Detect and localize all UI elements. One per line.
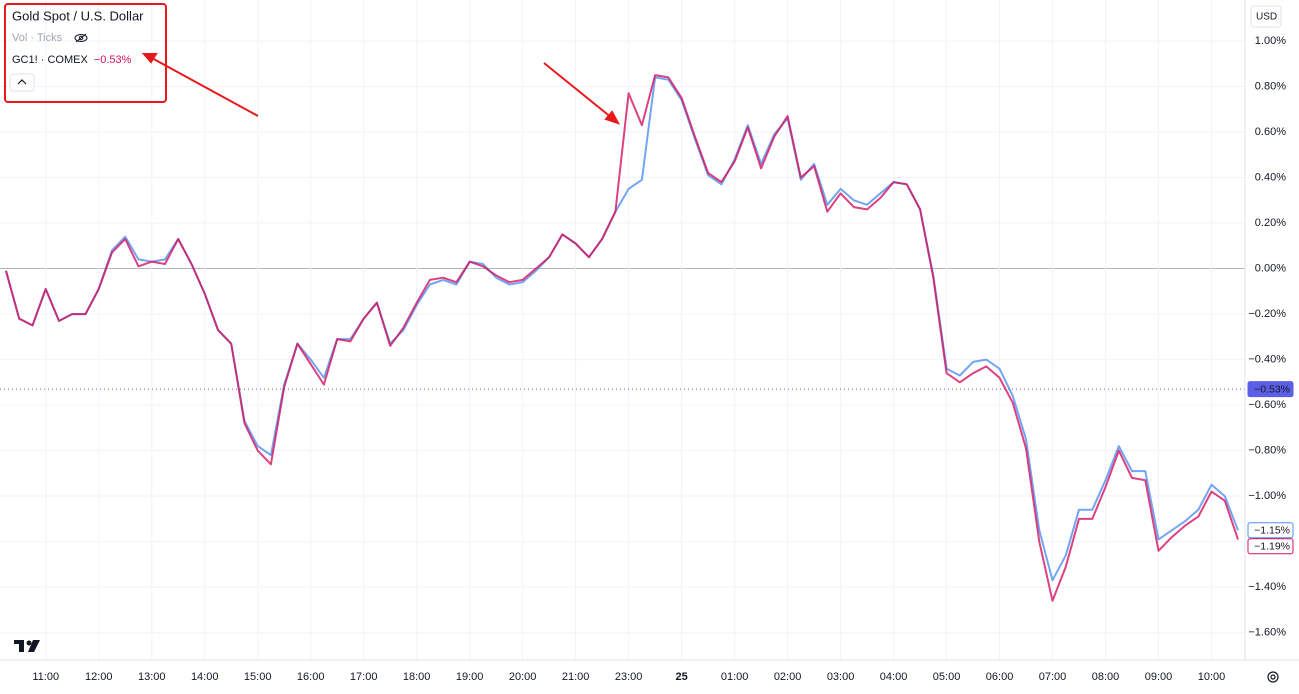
- legend-series: GC1! · COMEX −0.53%: [12, 54, 132, 66]
- highlight-box: [4, 3, 167, 103]
- y-tick-label: 0.80%: [1255, 80, 1286, 92]
- last-value-tag: −1.19%: [1254, 541, 1290, 553]
- x-tick-label: 12:00: [85, 671, 113, 683]
- x-tick-label: 18:00: [403, 671, 431, 683]
- x-tick-label: 19:00: [456, 671, 484, 683]
- arrows: [141, 53, 621, 125]
- plot: [0, 74, 1245, 602]
- currency-label: USD: [1256, 12, 1277, 23]
- y-tick-label: −0.80%: [1248, 445, 1286, 457]
- x-tick-label: 06:00: [986, 671, 1014, 683]
- x-tick-label: 20:00: [509, 671, 537, 683]
- x-tick-label: 10:00: [1198, 671, 1226, 683]
- y-tick-label: −1.40%: [1248, 581, 1286, 593]
- y-tick-label: −1.60%: [1248, 627, 1286, 639]
- logo: [14, 640, 40, 652]
- y-tick-label: −0.20%: [1248, 308, 1286, 320]
- x-tick-label: 14:00: [191, 671, 219, 683]
- y-tick-label: 0.00%: [1255, 262, 1286, 274]
- hide-icon[interactable]: [74, 33, 88, 43]
- x-tick-label: 01:00: [721, 671, 749, 683]
- x-tick-label: 02:00: [774, 671, 802, 683]
- last-value-tag: −1.15%: [1254, 525, 1290, 537]
- axis: 1.00% 0.80% 0.60% 0.40% 0.20% 0.00% −0.20% −0.4…: [32, 35, 1294, 683]
- x-tick-label: 03:00: [827, 671, 855, 683]
- change-tag-bg: [1247, 381, 1294, 398]
- y-tick-label: −1.00%: [1248, 490, 1286, 502]
- x-tick-label: 17:00: [350, 671, 378, 683]
- y-tick-label: 0.60%: [1255, 126, 1286, 138]
- grid: [0, 0, 1245, 660]
- x-tick-label: 04:00: [880, 671, 908, 683]
- x-tick-label: 09:00: [1145, 671, 1173, 683]
- legend-separator: ·: [38, 54, 48, 66]
- legend-change: −0.53%: [94, 54, 132, 66]
- x-tick-label: 11:00: [32, 671, 59, 683]
- settings-button[interactable]: [1267, 671, 1279, 683]
- change-tag: −0.53%: [1254, 383, 1290, 395]
- legend-symbol: GC1!: [12, 54, 38, 66]
- collapse-button[interactable]: [9, 73, 35, 92]
- y-tick-label: 0.40%: [1255, 171, 1286, 183]
- y-tick-label: −0.40%: [1248, 353, 1286, 365]
- x-tick-label: 13:00: [138, 671, 166, 683]
- x-tick-label: 08:00: [1092, 671, 1120, 683]
- indicators-label: Vol · Ticks: [12, 32, 63, 44]
- x-tick-label: 16:00: [297, 671, 325, 683]
- x-tick-label: 07:00: [1039, 671, 1067, 683]
- legend-exchange: COMEX: [47, 54, 88, 66]
- y-tick-label: 0.20%: [1255, 217, 1286, 229]
- chart-title: Gold Spot / U.S. Dollar: [12, 8, 144, 23]
- x-tick-label: 15:00: [244, 671, 272, 683]
- last-value-tag-bg: [1247, 538, 1294, 555]
- last-value-tag-bg: [1247, 522, 1294, 539]
- x-tick-label: 05:00: [933, 671, 961, 683]
- x-tick-label: 23:00: [615, 671, 643, 683]
- y-tick-label: 1.00%: [1255, 35, 1286, 47]
- currency-button[interactable]: USD: [1250, 5, 1282, 28]
- x-tick-label: 25: [675, 671, 687, 683]
- series-line: [5, 74, 1239, 602]
- y-tick-label: −0.60%: [1248, 399, 1286, 411]
- x-tick-label: 21:00: [562, 671, 590, 683]
